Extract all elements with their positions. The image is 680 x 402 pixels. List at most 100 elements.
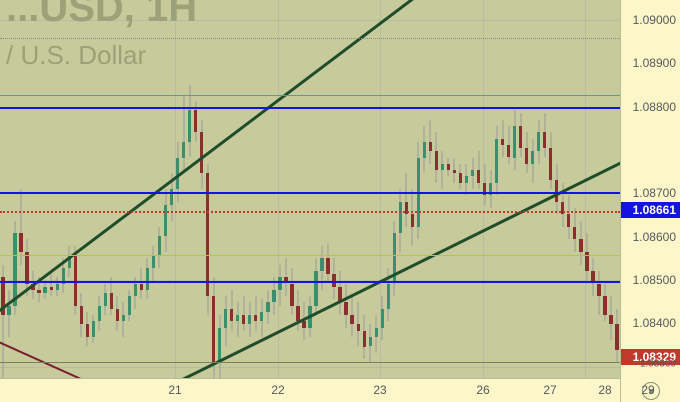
bearish-candle-body	[37, 290, 40, 293]
bullish-candle-body	[164, 205, 167, 237]
date-tick-22: 22	[271, 383, 284, 397]
bullish-candle-body	[7, 306, 10, 315]
date-axis-panel[interactable]: 21 22 23 26 27 28 29	[0, 378, 620, 402]
bearish-candle-body	[615, 324, 618, 349]
date-tick-29: 29	[641, 383, 654, 397]
bearish-candle-body	[573, 227, 576, 240]
bearish-candle-body	[290, 284, 293, 306]
bullish-candle-body	[92, 321, 95, 337]
bullish-candle-body	[320, 258, 323, 271]
resistance-line-1[interactable]	[0, 107, 620, 109]
bullish-candle-body	[43, 287, 46, 293]
green-reference-line	[0, 255, 620, 256]
bearish-candle-body	[477, 170, 480, 183]
bullish-candle-body	[260, 312, 263, 321]
price-axis-panel[interactable]: 1.09000 1.08900 1.08800 1.08700 1.08661 …	[620, 0, 680, 402]
bullish-candle-body	[122, 315, 125, 321]
bullish-candle-body	[513, 126, 516, 158]
bullish-candle-body	[224, 309, 227, 328]
bearish-candle-body	[363, 331, 366, 347]
bearish-candle-body	[447, 164, 450, 170]
bullish-candle-body	[98, 306, 101, 322]
bearish-candle-body	[543, 132, 546, 148]
price-tick-1.08700: 1.08700	[633, 186, 676, 200]
bullish-candle-body	[266, 302, 269, 311]
bullish-candle-body	[387, 284, 390, 309]
bullish-candle-body	[272, 290, 275, 303]
bearish-candle-body	[357, 324, 360, 330]
bullish-candle-body	[248, 315, 251, 324]
bullish-candle-body	[381, 309, 384, 328]
candlestick-wick	[255, 296, 256, 331]
bearish-candle-body	[212, 296, 215, 362]
bearish-candle-body	[549, 148, 552, 180]
bullish-candle-body	[236, 315, 239, 321]
bullish-candle-body	[104, 293, 107, 306]
bullish-candle-body	[375, 328, 378, 337]
bullish-candle-body	[369, 337, 372, 346]
date-tick-26: 26	[476, 383, 489, 397]
bullish-candle-body	[56, 284, 59, 290]
bearish-candle-body	[459, 173, 462, 182]
candlestick-wick	[51, 274, 52, 296]
bullish-candle-body	[158, 236, 161, 255]
bearish-candle-body	[507, 145, 510, 158]
bearish-candle-body	[411, 214, 414, 227]
bullish-candle-body	[134, 284, 137, 297]
price-tick-1.09000: 1.09000	[633, 13, 676, 27]
bearish-candle-body	[86, 324, 89, 337]
bearish-candle-body	[429, 142, 432, 151]
bullish-candle-body	[188, 110, 191, 142]
bullish-candle-body	[537, 132, 540, 151]
bearish-candle-body	[435, 151, 438, 170]
bearish-candle-body	[116, 309, 119, 322]
candlestick-plot-area	[0, 0, 620, 378]
bearish-candle-body	[609, 315, 612, 324]
bullish-candle-body	[423, 142, 426, 158]
bullish-candle-body	[146, 268, 149, 290]
bullish-candle-body	[152, 255, 155, 268]
bearish-candle-body	[80, 306, 83, 325]
gray-reference-line	[0, 362, 620, 363]
bearish-candle-body	[603, 296, 606, 315]
dotted-reference-line	[0, 38, 620, 39]
bearish-candle-body	[25, 252, 28, 284]
price-tick-1.08900: 1.08900	[633, 56, 676, 70]
bearish-candle-body	[230, 309, 233, 322]
bearish-candle-body	[453, 170, 456, 173]
date-tick-27: 27	[543, 383, 556, 397]
bearish-candle-body	[254, 315, 257, 321]
price-tick-1.08400: 1.08400	[633, 316, 676, 330]
bearish-candle-body	[567, 214, 570, 227]
candlestick-wick	[21, 189, 22, 265]
candlestick-wick	[243, 296, 244, 331]
bearish-candle-body	[525, 148, 528, 164]
support-line-1[interactable]	[0, 281, 620, 283]
bearish-candle-body	[50, 287, 53, 290]
bullish-candle-body	[399, 202, 402, 234]
bearish-candle-body	[597, 284, 600, 297]
current-price-line	[0, 211, 620, 213]
bearish-candle-body	[519, 126, 522, 148]
bullish-candle-body	[278, 277, 281, 290]
bullish-candle-body	[531, 151, 534, 164]
date-tick-21: 21	[168, 383, 181, 397]
bullish-candle-body	[182, 142, 185, 158]
bullish-candle-body	[441, 164, 444, 170]
bearish-candle-body	[350, 315, 353, 324]
bearish-candle-body	[19, 233, 22, 252]
price-tick-1.08300: 1.08300	[640, 359, 676, 370]
bullish-candle-body	[465, 176, 468, 182]
candlestick-wick	[406, 173, 407, 227]
date-tick-28: 28	[598, 383, 611, 397]
price-tick-1.08800: 1.08800	[633, 100, 676, 114]
bearish-candle-body	[242, 315, 245, 324]
bullish-candle-body	[128, 296, 131, 315]
date-tick-23: 23	[373, 383, 386, 397]
price-tick-1.08600: 1.08600	[633, 230, 676, 244]
bearish-candle-body	[579, 239, 582, 252]
bearish-candle-body	[501, 139, 504, 145]
bearish-candle-body	[326, 258, 329, 274]
bearish-candle-body	[194, 110, 197, 132]
bearish-candle-body	[140, 284, 143, 290]
